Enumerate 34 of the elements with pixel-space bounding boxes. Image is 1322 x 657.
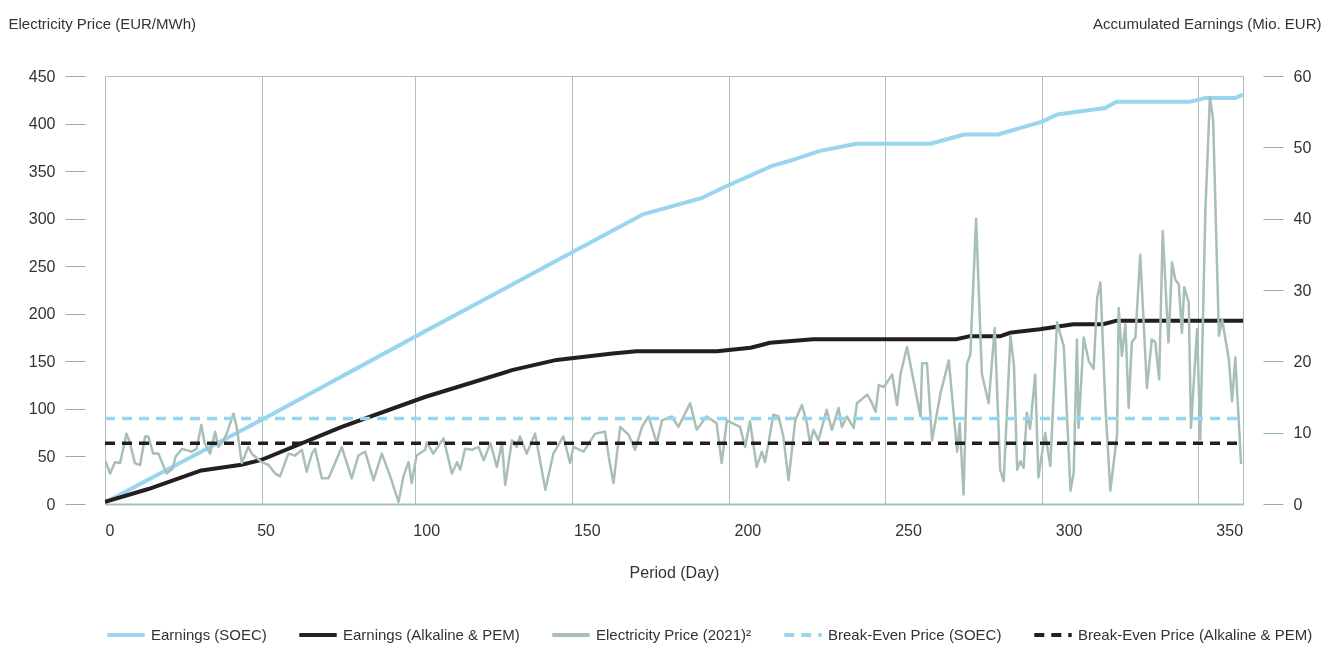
- y2-tick-label: 10: [1293, 424, 1312, 442]
- y2-tick-label: 20: [1293, 352, 1312, 370]
- y2-tick-label: 50: [1293, 138, 1312, 156]
- y-tick-label: 0: [46, 495, 56, 513]
- y2-tick-label: 60: [1293, 67, 1312, 85]
- y-tick-label: 250: [28, 257, 56, 275]
- y-tick-label: 150: [28, 352, 56, 370]
- x-tick-label: 150: [573, 521, 601, 539]
- x-tick-label: 0: [105, 521, 115, 539]
- y-tick-label: 200: [28, 305, 56, 323]
- legend-label: Break-Even Price (Alkaline & PEM): [1078, 626, 1313, 643]
- x-tick-label: 250: [895, 521, 922, 539]
- legend-label: Break-Even Price (SOEC): [828, 626, 1002, 643]
- y2-tick-label: 40: [1293, 210, 1312, 228]
- line-series: [105, 318, 1243, 504]
- y2-tick-label: 30: [1293, 281, 1312, 299]
- legend-label: Earnings (Alkaline & PEM): [343, 626, 520, 643]
- x-tick-label: 300: [1055, 521, 1083, 539]
- x-axis-title: Period (Day): [629, 563, 720, 581]
- x-tick-label: 100: [413, 521, 441, 539]
- y-tick-label: 350: [28, 162, 56, 180]
- legend-label: Electricity Price (2021)²: [596, 626, 752, 643]
- y-tick-label: 100: [28, 400, 56, 418]
- x-tick-label: 350: [1216, 521, 1244, 539]
- y2-tick-label: 0: [1293, 495, 1303, 513]
- y-tick-label: 50: [37, 447, 56, 465]
- y-tick-label: 300: [28, 210, 56, 228]
- y2-axis-title: Accumulated Earnings (Mio. EUR): [1093, 14, 1322, 32]
- y-tick-label: 400: [28, 115, 56, 133]
- x-tick-label: 50: [257, 521, 276, 539]
- y-axis-title: Electricity Price (EUR/MWh): [8, 14, 197, 32]
- x-tick-label: 200: [734, 521, 762, 539]
- legend-label: Earnings (SOEC): [151, 626, 267, 643]
- y-tick-label: 450: [28, 67, 56, 85]
